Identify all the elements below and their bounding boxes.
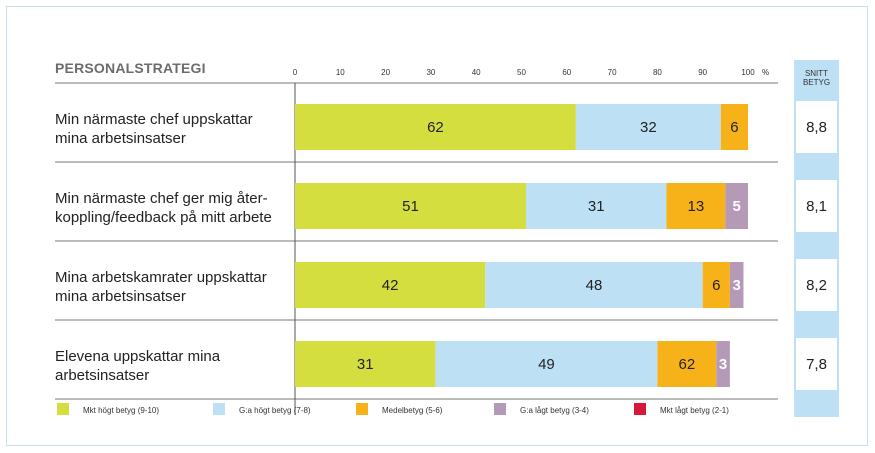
bar-segment bbox=[725, 183, 748, 229]
bar-segment bbox=[295, 341, 436, 387]
average-value: 8,8 bbox=[806, 119, 827, 136]
x-tick-label: 10 bbox=[336, 68, 345, 77]
average-value: 8,1 bbox=[806, 198, 827, 215]
bar-rows: Min närmaste chef uppskattar mina arbetsi… bbox=[55, 104, 748, 387]
average-header: BETYG bbox=[803, 78, 830, 87]
legend-item: Mkt högt betyg (9-10) bbox=[57, 403, 159, 415]
x-tick-label: 0 bbox=[293, 68, 298, 77]
bar-segment bbox=[666, 183, 726, 229]
legend-swatch bbox=[356, 403, 368, 415]
category-label: Min närmaste chef uppskattar mina arbetsi… bbox=[55, 111, 253, 147]
legend-label: G:a högt betyg (7-8) bbox=[239, 406, 311, 415]
data-label: 62 bbox=[679, 356, 696, 373]
data-label: 32 bbox=[640, 119, 657, 136]
data-label: 13 bbox=[688, 198, 705, 215]
legend-item: Medelbetyg (5-6) bbox=[356, 403, 443, 415]
x-tick-label: 30 bbox=[426, 68, 435, 77]
data-label: 3 bbox=[733, 277, 741, 294]
data-label: 3 bbox=[719, 356, 727, 373]
bar-segment bbox=[295, 183, 527, 229]
x-unit-label: % bbox=[762, 68, 769, 77]
bar-segment bbox=[720, 104, 748, 150]
data-label: 42 bbox=[382, 277, 399, 294]
x-tick-label: 40 bbox=[472, 68, 481, 77]
data-label: 31 bbox=[588, 198, 605, 215]
data-label: 31 bbox=[357, 356, 374, 373]
legend-label: Medelbetyg (5-6) bbox=[382, 406, 443, 415]
x-tick-label: 70 bbox=[608, 68, 617, 77]
x-tick-label: 20 bbox=[381, 68, 390, 77]
chart-title: PERSONALSTRATEGI bbox=[55, 60, 206, 76]
bar-segment bbox=[657, 341, 717, 387]
legend-swatch bbox=[57, 403, 69, 415]
bar-segment bbox=[729, 262, 744, 308]
average-box bbox=[796, 259, 837, 311]
x-tick-label: 80 bbox=[653, 68, 662, 77]
data-label: 5 bbox=[733, 198, 741, 215]
legend-label: G:a lågt betyg (3-4) bbox=[520, 406, 589, 415]
x-tick-label: 90 bbox=[698, 68, 707, 77]
category-label: Elevena uppskattar mina arbetsinsatser bbox=[55, 348, 221, 384]
x-tick-label: 100 bbox=[741, 68, 755, 77]
average-box bbox=[796, 338, 837, 390]
legend-label: Mkt lågt betyg (2-1) bbox=[660, 406, 729, 415]
bar-segment bbox=[716, 341, 730, 387]
bar-row: Min närmaste chef ger mig åter-koppling/… bbox=[55, 183, 748, 229]
bar-segment bbox=[575, 104, 721, 150]
chart-frame bbox=[6, 6, 868, 446]
legend-swatch bbox=[213, 403, 225, 415]
x-tick-label: 50 bbox=[517, 68, 526, 77]
category-label: Mina arbetskamrater uppskattar mina arbet… bbox=[55, 269, 267, 305]
category-label: Min närmaste chef ger mig åter-koppling/… bbox=[55, 190, 272, 226]
legend-label: Mkt högt betyg (9-10) bbox=[83, 406, 159, 415]
average-value: 7,8 bbox=[806, 356, 827, 373]
data-label: 51 bbox=[402, 198, 419, 215]
bar-row: Mina arbetskamrater uppskattar mina arbet… bbox=[55, 262, 744, 308]
average-header: SNITT bbox=[805, 69, 828, 78]
bar-segment bbox=[295, 104, 576, 150]
data-label: 6 bbox=[712, 277, 720, 294]
legend: Mkt högt betyg (9-10) G:a högt betyg (7-8… bbox=[57, 403, 729, 415]
bar-segment bbox=[435, 341, 658, 387]
average-box bbox=[796, 101, 837, 153]
data-label: 6 bbox=[730, 119, 738, 136]
bar-row: Elevena uppskattar mina arbetsinsatser 31 4… bbox=[55, 341, 730, 387]
bar-row: Min närmaste chef uppskattar mina arbetsi… bbox=[55, 104, 748, 150]
data-label: 48 bbox=[586, 277, 603, 294]
legend-item: Mkt lågt betyg (2-1) bbox=[634, 403, 729, 415]
legend-item: G:a högt betyg (7-8) bbox=[213, 403, 311, 415]
bar-segment bbox=[295, 262, 486, 308]
legend-swatch bbox=[494, 403, 506, 415]
average-box bbox=[796, 180, 837, 232]
legend-swatch bbox=[634, 403, 646, 415]
bar-segment bbox=[485, 262, 703, 308]
legend-item: G:a lågt betyg (3-4) bbox=[494, 403, 589, 415]
bar-segment bbox=[702, 262, 730, 308]
data-label: 62 bbox=[427, 119, 444, 136]
x-tick-label: 60 bbox=[562, 68, 571, 77]
average-value: 8,2 bbox=[806, 277, 827, 294]
data-label: 49 bbox=[538, 356, 555, 373]
bar-segment bbox=[526, 183, 667, 229]
